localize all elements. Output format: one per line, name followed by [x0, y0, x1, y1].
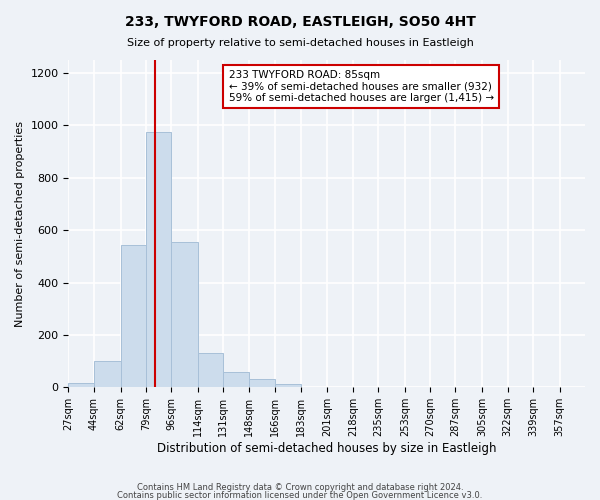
Text: Contains public sector information licensed under the Open Government Licence v3: Contains public sector information licen… [118, 490, 482, 500]
Text: Size of property relative to semi-detached houses in Eastleigh: Size of property relative to semi-detach… [127, 38, 473, 48]
X-axis label: Distribution of semi-detached houses by size in Eastleigh: Distribution of semi-detached houses by … [157, 442, 496, 455]
Bar [121, 244, 146, 388]
Bar [146, 132, 171, 388]
Text: 233 TWYFORD ROAD: 85sqm
← 39% of semi-detached houses are smaller (932)
59% of s: 233 TWYFORD ROAD: 85sqm ← 39% of semi-de… [229, 70, 494, 103]
Bar [223, 372, 248, 388]
Text: 233, TWYFORD ROAD, EASTLEIGH, SO50 4HT: 233, TWYFORD ROAD, EASTLEIGH, SO50 4HT [125, 15, 475, 29]
Bar [68, 382, 94, 388]
Bar [198, 354, 223, 388]
Bar [248, 380, 275, 388]
Bar [171, 242, 198, 388]
Y-axis label: Number of semi-detached properties: Number of semi-detached properties [15, 120, 25, 326]
Bar [275, 384, 301, 388]
Bar [94, 361, 121, 388]
Text: Contains HM Land Registry data © Crown copyright and database right 2024.: Contains HM Land Registry data © Crown c… [137, 483, 463, 492]
